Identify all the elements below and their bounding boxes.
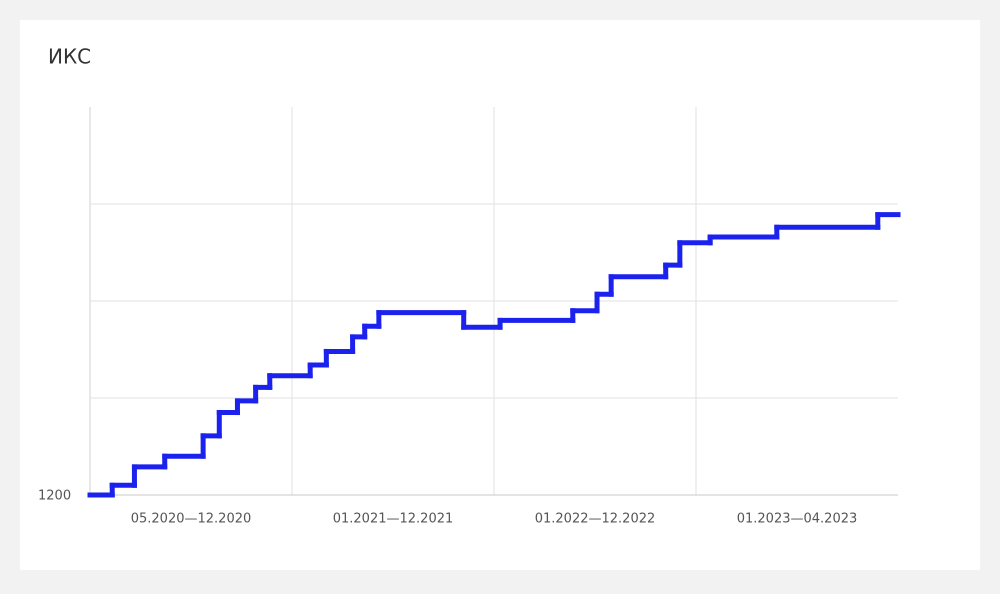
x-tick-label: 01.2023—04.2023	[737, 512, 858, 527]
x-tick-label: 01.2021—12.2021	[333, 512, 454, 527]
x-tick-label: 05.2020—12.2020	[131, 512, 252, 527]
card	[20, 20, 980, 570]
chart-title: ИКС	[48, 45, 91, 69]
y-tick-label: 1200	[38, 489, 71, 504]
x-tick-label: 01.2022—12.2022	[535, 512, 656, 527]
